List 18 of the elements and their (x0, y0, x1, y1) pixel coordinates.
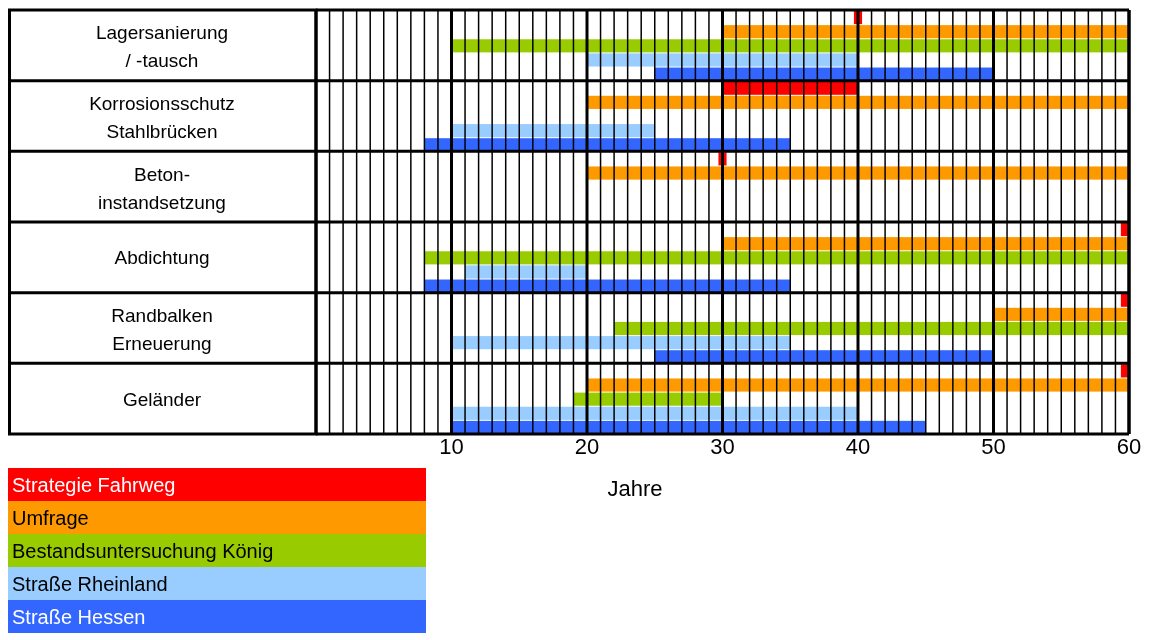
text: Straße Hessen (12, 605, 146, 628)
x-axis-title: Jahre (607, 476, 663, 501)
x-tick-label: 30 (710, 434, 735, 459)
y-tick-label: Lagersanierung / -tausch (95, 21, 229, 71)
y-tick-label: Korrosionsschutz Stahlbrücken (89, 92, 235, 142)
y-tick-label: Randbalken Erneuerung (111, 304, 213, 354)
x-tick-label: 40 (845, 434, 871, 459)
text: Straße Rheinland (12, 572, 168, 595)
y-tick-label: Beton- instandsetzung (98, 163, 226, 213)
x-tick-label: 20 (574, 434, 600, 459)
y-tick-label: Geländer (122, 388, 202, 410)
text: Umfrage (12, 506, 89, 529)
text: Strategie Fahrweg (12, 473, 176, 496)
y-tick-label: Abdichtung (114, 246, 210, 268)
x-tick-label: 50 (981, 434, 1006, 459)
x-tick-label: 60 (1116, 434, 1142, 459)
x-tick-label: 10 (439, 434, 464, 459)
text: Bestandsuntersuchung König (12, 539, 274, 562)
